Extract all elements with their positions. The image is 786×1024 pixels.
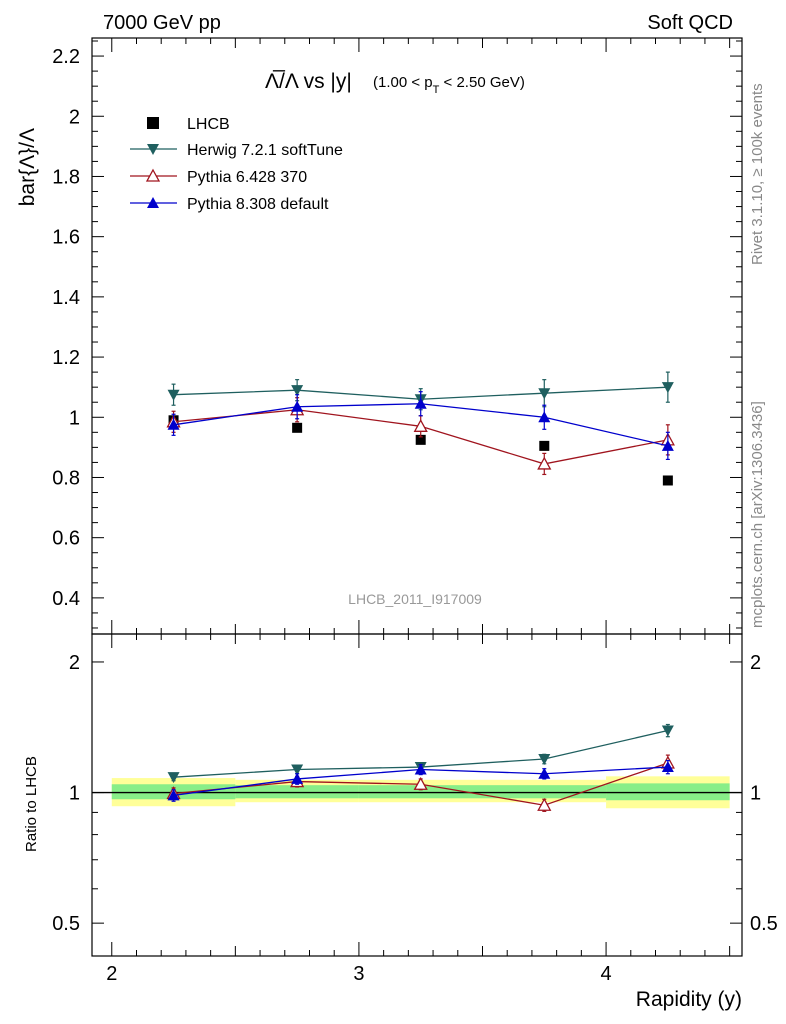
main-point-pythia-8-308-default <box>414 397 427 409</box>
x-axis-title: Rapidity (y) <box>636 988 742 1011</box>
legend: LHCB Herwig 7.2.1 softTune Pythia 6.428 … <box>130 116 343 213</box>
plot-title-cut: (1.00 < pT < 2.50 GeV) <box>373 74 525 96</box>
band-inner-3 <box>482 785 607 799</box>
main-point-pythia-8-308-default <box>538 411 551 423</box>
ratio-y-tick-label-left: 0.5 <box>52 913 80 935</box>
ratio-point-pythia-6-428-370 <box>537 797 552 811</box>
analysis-watermark: LHCB_2011_I917009 <box>348 591 482 607</box>
main-y-tick-labels: 0.4 0.6 0.8 1 1.2 1.4 1.6 1.8 2 2.2 <box>52 46 80 610</box>
legend-marker-lhcb <box>147 117 159 129</box>
main-point-pythia-6-428-370 <box>413 418 428 432</box>
ratio-point-herwig-7-2-1-softtune <box>538 753 551 765</box>
legend-label-lhcb: LHCB <box>187 116 230 133</box>
main-series <box>166 371 675 486</box>
ratio-point-pythia-6-428-370 <box>413 776 428 790</box>
plot-title-cut-sub: T <box>433 84 440 96</box>
main-y-tick-label: 1.2 <box>52 347 80 369</box>
main-y-tick-label: 0.6 <box>52 528 80 550</box>
main-point-lhcb <box>292 422 303 433</box>
x-tick-labels: 2 3 4 <box>106 963 611 985</box>
main-y-tick-label: 2.2 <box>52 46 80 68</box>
main-y-tick-label: 1.4 <box>52 287 80 309</box>
legend-marker-herwig <box>147 144 159 155</box>
x-tick-label: 2 <box>106 963 117 985</box>
main-series-pythia-8-308-default <box>167 391 674 461</box>
ratio-y-tick-label-right: 2 <box>750 652 761 674</box>
header-left: 7000 GeV pp <box>103 12 221 34</box>
rivet-label: Rivet 3.1.10, ≥ 100k events <box>749 83 766 265</box>
legend-label-pythia8: Pythia 8.308 default <box>187 196 329 213</box>
ratio-point-pythia-8-308-default <box>291 772 304 784</box>
x-tick-label: 4 <box>601 963 612 985</box>
main-y-tick-label: 2 <box>69 106 80 128</box>
header-right: Soft QCD <box>647 12 733 34</box>
main-point-herwig-7-2-1-softtune <box>661 382 674 394</box>
ratio-point-herwig-7-2-1-softtune <box>291 764 304 776</box>
main-point-pythia-6-428-370 <box>537 456 552 470</box>
main-point-herwig-7-2-1-softtune <box>291 385 304 397</box>
legend-label-herwig: Herwig 7.2.1 softTune <box>187 142 343 159</box>
ratio-y-tick-labels: 0.5 0.5 1 1 2 2 <box>52 652 778 935</box>
axis-ticks <box>92 38 742 956</box>
main-point-herwig-7-2-1-softtune <box>167 389 180 401</box>
ratio-point-pythia-8-308-default <box>167 789 180 801</box>
legend-marker-pythia8 <box>147 197 159 208</box>
band-inner-4 <box>606 783 730 801</box>
ratio-y-axis-title: Ratio to LHCB <box>23 756 40 852</box>
legend-marker-pythia6 <box>145 168 161 182</box>
plot-title-cut-suffix: < 2.50 GeV) <box>439 74 524 91</box>
mcplots-label: mcplots.cern.ch [arXiv:1306.3436] <box>749 401 766 628</box>
ratio-point-pythia-8-308-default <box>538 767 551 779</box>
ratio-point-pythia-8-308-default <box>414 763 427 775</box>
plot-title-cut-prefix: (1.00 < p <box>373 74 433 91</box>
main-point-pythia-8-308-default <box>291 400 304 412</box>
ratio-point-herwig-7-2-1-softtune <box>661 725 674 737</box>
x-tick-label: 3 <box>353 963 364 985</box>
main-y-tick-label: 1.8 <box>52 166 80 188</box>
main-y-tick-label: 0.4 <box>52 588 80 610</box>
plot-title-main: Λ̅/Λ vs |y| <box>265 70 352 93</box>
main-point-herwig-7-2-1-softtune <box>538 388 551 400</box>
plot-title: Λ̅/Λ vs |y| (1.00 < pT < 2.50 GeV) <box>265 70 525 96</box>
band-inner-1 <box>235 785 359 799</box>
ratio-y-tick-label-left: 2 <box>69 652 80 674</box>
ratio-point-pythia-8-308-default <box>661 761 674 773</box>
main-y-tick-label: 0.8 <box>52 467 80 489</box>
ratio-frame <box>91 633 743 957</box>
main-point-lhcb <box>539 440 550 451</box>
main-y-axis-title: bar{Λ}/Λ <box>16 128 39 206</box>
main-point-lhcb <box>415 434 426 445</box>
ratio-y-tick-label-right: 0.5 <box>750 913 778 935</box>
main-y-tick-label: 1.6 <box>52 227 80 249</box>
main-y-tick-label: 1 <box>69 407 80 429</box>
main-point-pythia-8-308-default <box>167 418 180 430</box>
legend-label-pythia6: Pythia 6.428 370 <box>187 169 307 186</box>
ratio-point-herwig-7-2-1-softtune <box>167 772 180 784</box>
ratio-series-pythia-8-308-default <box>167 759 674 802</box>
ratio-y-tick-label-right: 1 <box>750 783 761 805</box>
ratio-y-tick-label-left: 1 <box>69 783 80 805</box>
band-inner-2 <box>358 785 483 799</box>
ratio-series <box>166 723 675 812</box>
main-point-pythia-8-308-default <box>661 439 674 451</box>
main-point-lhcb <box>662 475 673 486</box>
